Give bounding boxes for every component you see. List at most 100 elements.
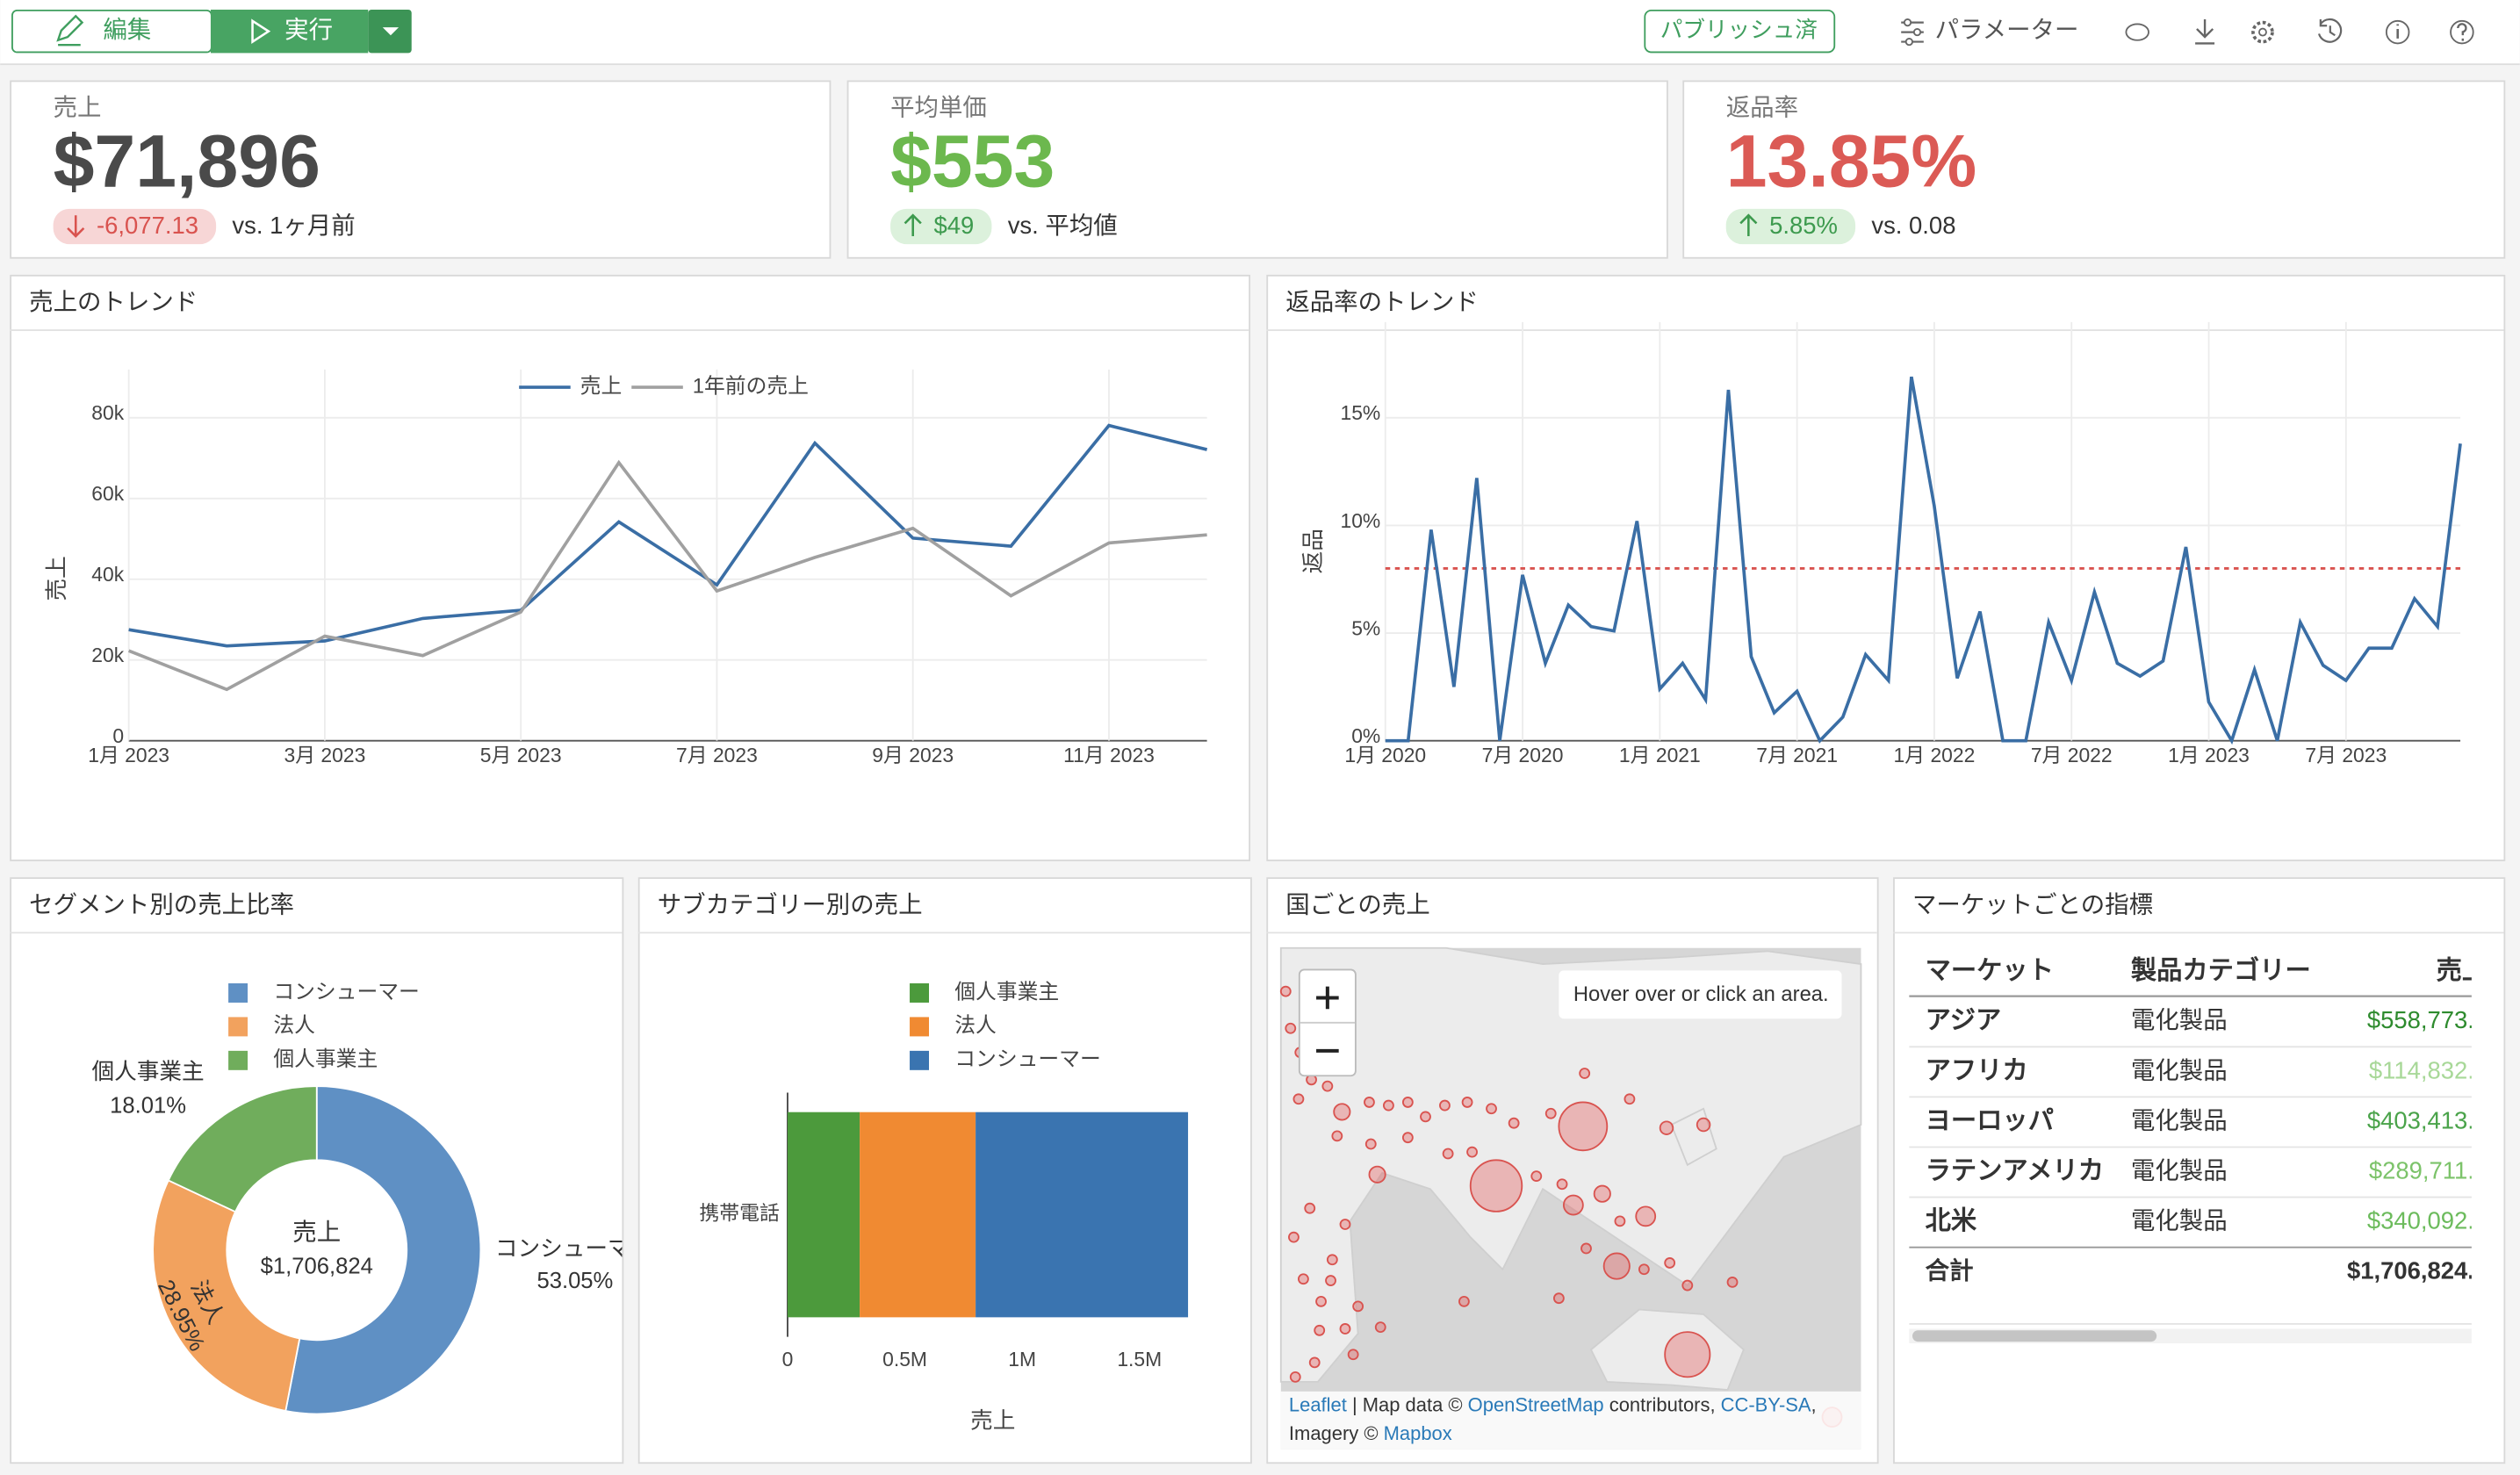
attribution-link[interactable]: OpenStreetMap <box>1468 1393 1604 1415</box>
map-marker[interactable] <box>1696 1117 1711 1133</box>
table-cell: 北米 <box>1926 1206 1977 1235</box>
map-marker[interactable] <box>1638 1263 1650 1276</box>
scrollbar-thumb[interactable] <box>1912 1330 2157 1342</box>
map-marker[interactable] <box>1664 1257 1676 1269</box>
map-marker[interactable] <box>1352 1300 1364 1313</box>
map-marker[interactable] <box>1544 1107 1557 1119</box>
panel-title: サブカテゴリー別の売上 <box>658 890 923 917</box>
map-marker[interactable] <box>1383 1099 1394 1112</box>
map-marker[interactable] <box>1602 1252 1631 1280</box>
info-icon[interactable] <box>2385 19 2410 45</box>
attribution-link[interactable]: CC-BY-SA <box>1721 1393 1811 1415</box>
map-marker[interactable] <box>1288 1231 1300 1243</box>
map-marker[interactable] <box>1614 1215 1626 1227</box>
attribution-link[interactable]: Leaflet <box>1289 1393 1347 1415</box>
kpi-arrow <box>904 213 922 237</box>
map-land <box>1670 1107 1717 1167</box>
map-marker[interactable] <box>1292 1093 1305 1105</box>
attribution-text: contributors, <box>1604 1393 1721 1415</box>
map-marker[interactable] <box>1562 1194 1584 1216</box>
map-marker[interactable] <box>1442 1148 1454 1160</box>
map-marker[interactable] <box>1579 1068 1591 1079</box>
series-line <box>127 459 1207 692</box>
map-marker[interactable] <box>1315 1295 1327 1307</box>
map-marker[interactable] <box>1374 1321 1386 1334</box>
published-label[interactable]: パブリッシュ済 <box>1660 17 1818 42</box>
map-marker[interactable] <box>1401 1097 1414 1108</box>
map-marker[interactable] <box>1439 1099 1451 1112</box>
map-marker[interactable] <box>1530 1170 1543 1183</box>
map-marker[interactable] <box>1664 1331 1711 1378</box>
published-badge[interactable] <box>1644 9 1836 54</box>
x-tick-label: 1月 2021 <box>1619 744 1701 766</box>
map-marker[interactable] <box>1593 1184 1611 1203</box>
kpi-arrow <box>1739 213 1758 237</box>
map-marker[interactable] <box>1285 1022 1297 1034</box>
panel-content: セグメント別の売上比率コンシューマー53.05%コンシューマー法人28.95%法… <box>10 890 623 1415</box>
map-marker[interactable] <box>1347 1349 1359 1361</box>
attribution-text: , <box>1811 1393 1817 1415</box>
map-land <box>1589 1308 1745 1391</box>
map-marker[interactable] <box>1331 1130 1343 1142</box>
x-tick-label: 7月 2022 <box>2031 744 2113 766</box>
legend-swatch <box>228 983 248 1003</box>
map-marker[interactable] <box>1469 1159 1523 1212</box>
comment-icon[interactable] <box>2125 23 2149 41</box>
map-marker[interactable] <box>1325 1275 1336 1286</box>
parameters-button[interactable]: パラメーター <box>1935 16 2079 43</box>
kpi-label: 返品率 <box>1726 94 1798 121</box>
table-cell: 電化製品 <box>2131 1056 2228 1083</box>
column-header: マーケット <box>1926 956 2054 985</box>
map-marker[interactable] <box>1333 1103 1351 1121</box>
map-marker[interactable] <box>1681 1279 1694 1292</box>
map-marker[interactable] <box>1556 1178 1568 1191</box>
map-marker[interactable] <box>1726 1276 1739 1288</box>
map-marker[interactable] <box>1580 1242 1592 1255</box>
hover-box <box>1559 970 1842 1019</box>
panel-content: 返品率のトレンド 0% 5% 10% 15% 1月 2020 7月 2020 1月 2021 7… <box>1266 288 2504 766</box>
bar-segment <box>976 1112 1189 1318</box>
map-marker[interactable] <box>1659 1120 1674 1135</box>
edit-icon <box>56 14 84 47</box>
map-marker[interactable] <box>1458 1295 1470 1307</box>
panel-title: マーケットごとの指標 <box>1912 890 2153 917</box>
zoom-in[interactable] <box>1316 986 1339 1010</box>
map-marker[interactable] <box>1486 1103 1497 1115</box>
panel-content: 売上$71,896 -6,077.13 vs. 1ヶ月前 <box>53 94 356 245</box>
map-marker[interactable] <box>1508 1117 1520 1129</box>
map-marker[interactable] <box>1558 1101 1609 1152</box>
map-marker[interactable] <box>1401 1132 1414 1144</box>
map-marker[interactable] <box>1308 1356 1321 1369</box>
map-marker[interactable] <box>1321 1080 1334 1092</box>
map-marker[interactable] <box>1364 1138 1377 1150</box>
run-label[interactable]: 実行 <box>284 16 333 43</box>
download-icon[interactable] <box>2195 18 2215 45</box>
map-marker[interactable] <box>1635 1205 1657 1227</box>
map-marker[interactable] <box>1314 1324 1326 1336</box>
map-marker[interactable] <box>1552 1292 1565 1305</box>
map-marker[interactable] <box>1304 1202 1316 1214</box>
history-icon[interactable] <box>2317 18 2343 43</box>
x-tick-label: 1M <box>1008 1348 1036 1371</box>
edit-label[interactable]: 編集 <box>103 16 151 43</box>
y-axis-title: 返品 <box>1300 529 1326 573</box>
help-icon[interactable] <box>2450 19 2474 45</box>
map-marker[interactable] <box>1364 1097 1375 1108</box>
table-cell: アフリカ <box>1926 1056 2028 1085</box>
map-marker[interactable] <box>1279 985 1292 997</box>
map-marker[interactable] <box>1298 1273 1309 1285</box>
map-marker[interactable] <box>1624 1093 1636 1105</box>
map-marker[interactable] <box>1339 1323 1351 1335</box>
map-marker[interactable] <box>1461 1097 1473 1108</box>
map-marker[interactable] <box>1289 1371 1301 1383</box>
settings-icon[interactable] <box>2251 20 2274 44</box>
map-marker[interactable] <box>1326 1254 1338 1266</box>
attribution-link[interactable]: Mapbox <box>1384 1422 1452 1444</box>
map-marker[interactable] <box>1339 1219 1351 1230</box>
value-cell: $289,711.4 <box>2369 1156 2488 1184</box>
map-marker[interactable] <box>1420 1111 1431 1123</box>
slice-name: 個人事業主 <box>92 1059 205 1084</box>
run-button[interactable] <box>210 9 369 54</box>
map-marker[interactable] <box>1368 1165 1386 1184</box>
map-marker[interactable] <box>1466 1146 1478 1158</box>
